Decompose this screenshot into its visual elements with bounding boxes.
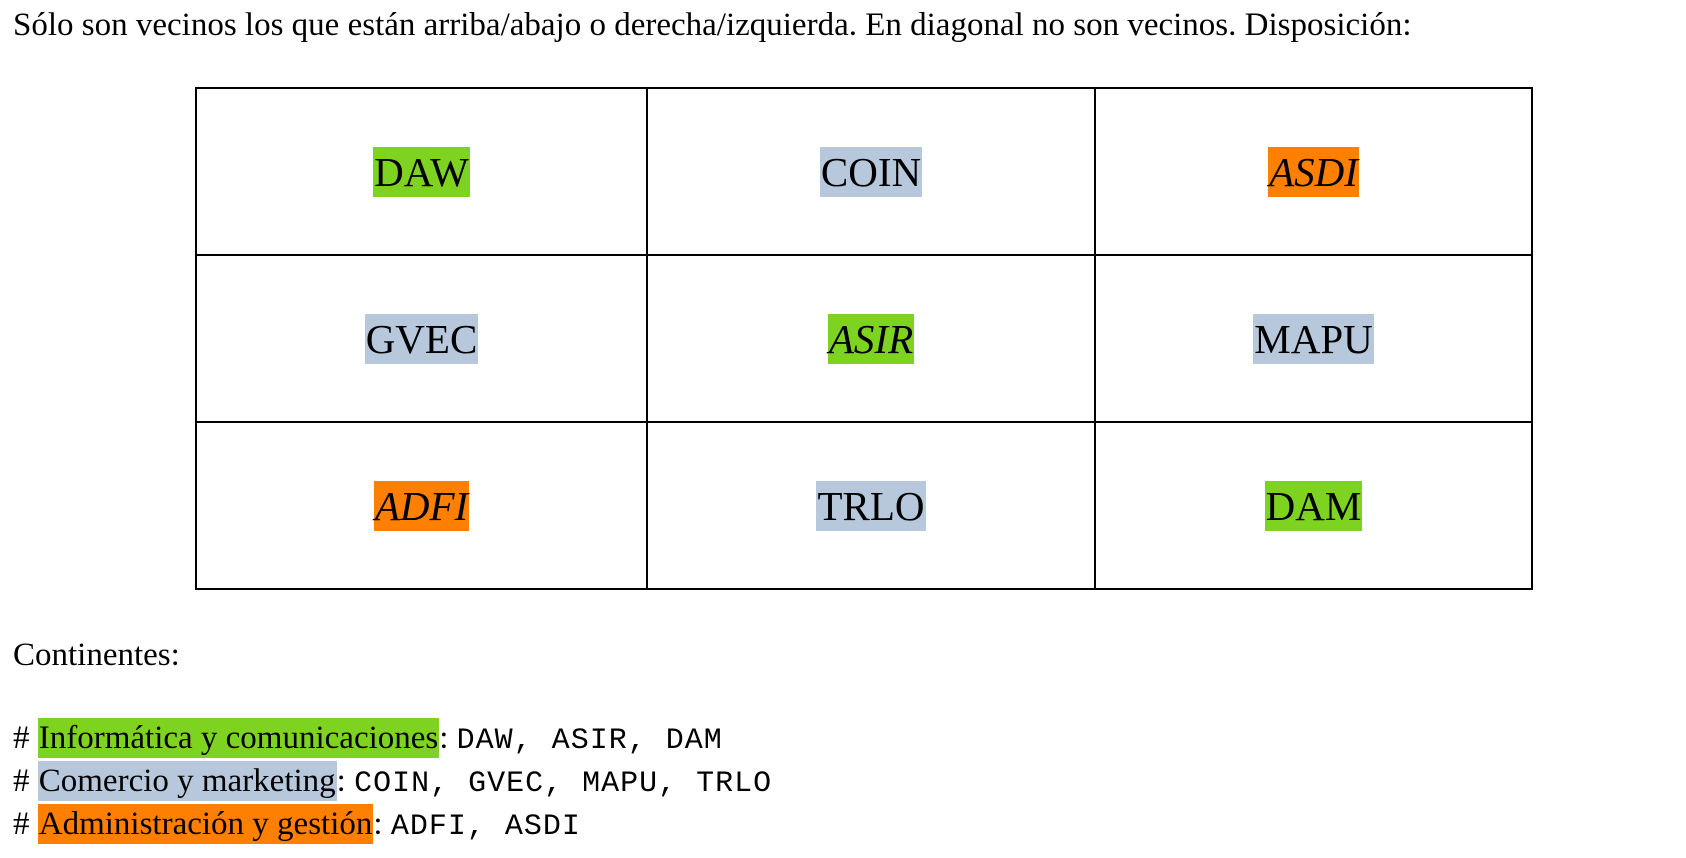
grid-row-3: ADFI TRLO DAM (195, 421, 1533, 590)
grid-row-1: DAW COIN ASDI (195, 87, 1533, 256)
grid-cell-1-3: ASDI (1094, 87, 1533, 256)
grid-cell-3-3: DAM (1094, 421, 1533, 590)
cell-label: TRLO (816, 480, 926, 531)
legend-name: Comercio y marketing (37, 761, 337, 801)
cell-label: COIN (819, 146, 923, 197)
continents-legend: # Informática y comunicaciones: DAW, ASI… (13, 717, 772, 846)
cell-label: ASDI (1268, 146, 1359, 197)
legend-item-informatica: # Informática y comunicaciones: DAW, ASI… (13, 718, 723, 758)
grid-row-2: GVEC ASIR MAPU (195, 254, 1533, 423)
grid-cell-2-1: GVEC (195, 254, 648, 423)
cell-label: DAM (1264, 480, 1363, 531)
grid-cell-2-2: ASIR (646, 254, 1096, 423)
cell-label: ADFI (373, 480, 470, 531)
legend-codes: ADFI, ASDI (390, 810, 581, 844)
intro-text: Sólo son vecinos los que están arriba/ab… (13, 7, 1412, 43)
grid-cell-3-2: TRLO (646, 421, 1096, 590)
grid-cell-1-1: DAW (195, 87, 648, 256)
cell-label: ASIR (827, 313, 915, 364)
legend-item-administracion: # Administración y gestión: ADFI, ASDI (13, 804, 581, 844)
continents-heading: Continentes: (13, 637, 180, 673)
legend-hash: # (13, 806, 30, 842)
grid-cell-3-1: ADFI (195, 421, 648, 590)
legend-item-comercio: # Comercio y marketing: COIN, GVEC, MAPU… (13, 761, 773, 801)
legend-codes: DAW, ASIR, DAM (456, 724, 723, 758)
cell-label: GVEC (364, 313, 479, 364)
legend-name: Administración y gestión (37, 804, 374, 844)
layout-grid: DAW COIN ASDI GVEC ASIR MAPU ADFI TRLO D… (195, 87, 1533, 590)
legend-hash: # (13, 763, 30, 799)
cell-label: DAW (373, 146, 470, 197)
legend-hash: # (13, 720, 30, 756)
grid-cell-2-3: MAPU (1094, 254, 1533, 423)
legend-codes: COIN, GVEC, MAPU, TRLO (354, 767, 773, 801)
legend-name: Informática y comunicaciones (37, 718, 440, 758)
grid-cell-1-2: COIN (646, 87, 1096, 256)
cell-label: MAPU (1253, 313, 1374, 364)
